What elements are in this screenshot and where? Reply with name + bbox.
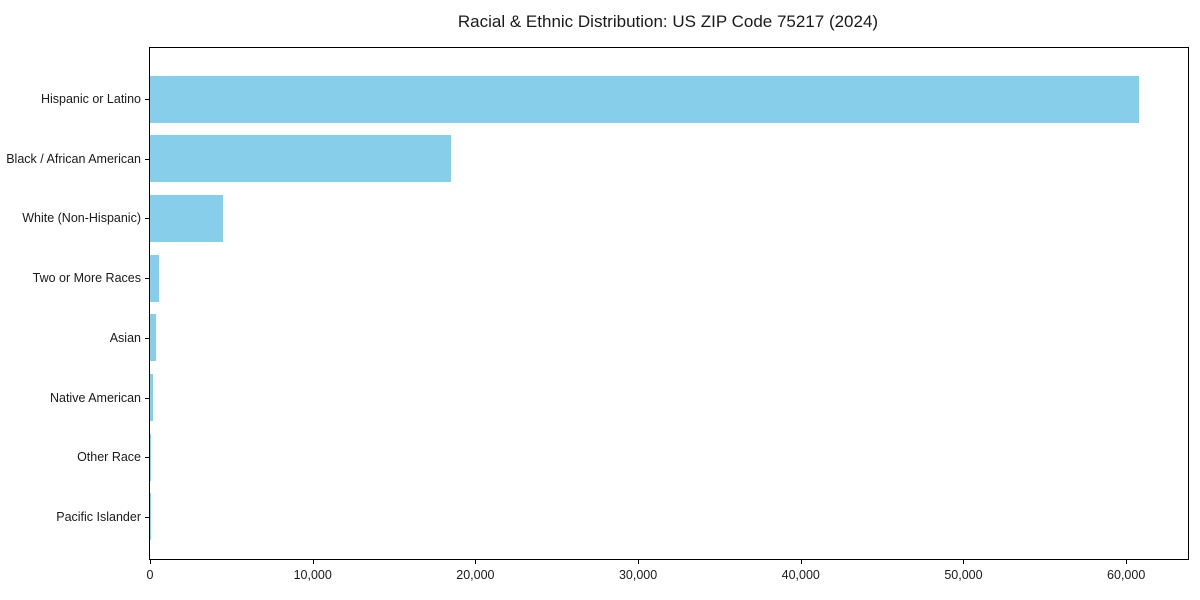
- y-axis-label: Native American: [49, 390, 141, 405]
- chart-title: Racial & Ethnic Distribution: US ZIP Cod…: [457, 12, 879, 31]
- bar-asian: [150, 314, 157, 362]
- bar-other-race: [150, 433, 151, 481]
- y-tick-mark: [145, 397, 150, 399]
- y-axis-label: Other Race: [77, 450, 141, 465]
- y-tick-mark: [145, 99, 150, 100]
- x-axis-tick-label: 60,000: [1107, 568, 1146, 582]
- y-axis-label: Hispanic or Latino: [40, 92, 141, 106]
- plot-area: Hispanic or Latino Black / African Americ…: [6, 47, 1189, 582]
- x-tick-mark: [150, 559, 151, 564]
- y-tick-mark: [145, 278, 150, 280]
- bar-hispanic-or-latino: [150, 75, 1140, 123]
- y-axis-label: Pacific Islander: [56, 509, 141, 524]
- x-tick-mark: [475, 559, 477, 564]
- y-tick-mark: [145, 218, 150, 220]
- bar-black-african-american: [150, 135, 451, 183]
- x-axis-tick-label: 40,000: [781, 568, 820, 582]
- x-tick-mark: [963, 559, 965, 564]
- y-tick-mark: [145, 516, 150, 518]
- bar-white-non-hispanic: [150, 194, 224, 242]
- y-tick-mark: [145, 457, 150, 459]
- x-axis-tick-label: 30,000: [618, 568, 658, 582]
- y-axis-label: Asian: [109, 330, 141, 345]
- y-axis-label: Two or More Races: [32, 271, 141, 286]
- x-tick-mark: [800, 559, 802, 564]
- y-axis-label: Black / African American: [6, 151, 141, 166]
- x-tick-mark: [312, 559, 314, 564]
- x-tick-mark: [638, 559, 640, 564]
- bar-two-or-more-races: [150, 254, 159, 302]
- bar-native-american: [150, 374, 153, 421]
- x-axis-tick-label: 10,000: [293, 568, 332, 582]
- x-axis-tick-label: 50,000: [944, 568, 983, 582]
- x-axis-tick-label: 0: [146, 568, 154, 582]
- y-axis-label: White (Non-Hispanic): [22, 211, 141, 226]
- x-tick-mark: [1126, 559, 1128, 564]
- y-tick-mark: [145, 337, 150, 339]
- x-axis-tick-label: 20,000: [456, 568, 495, 582]
- y-tick-mark: [145, 158, 150, 160]
